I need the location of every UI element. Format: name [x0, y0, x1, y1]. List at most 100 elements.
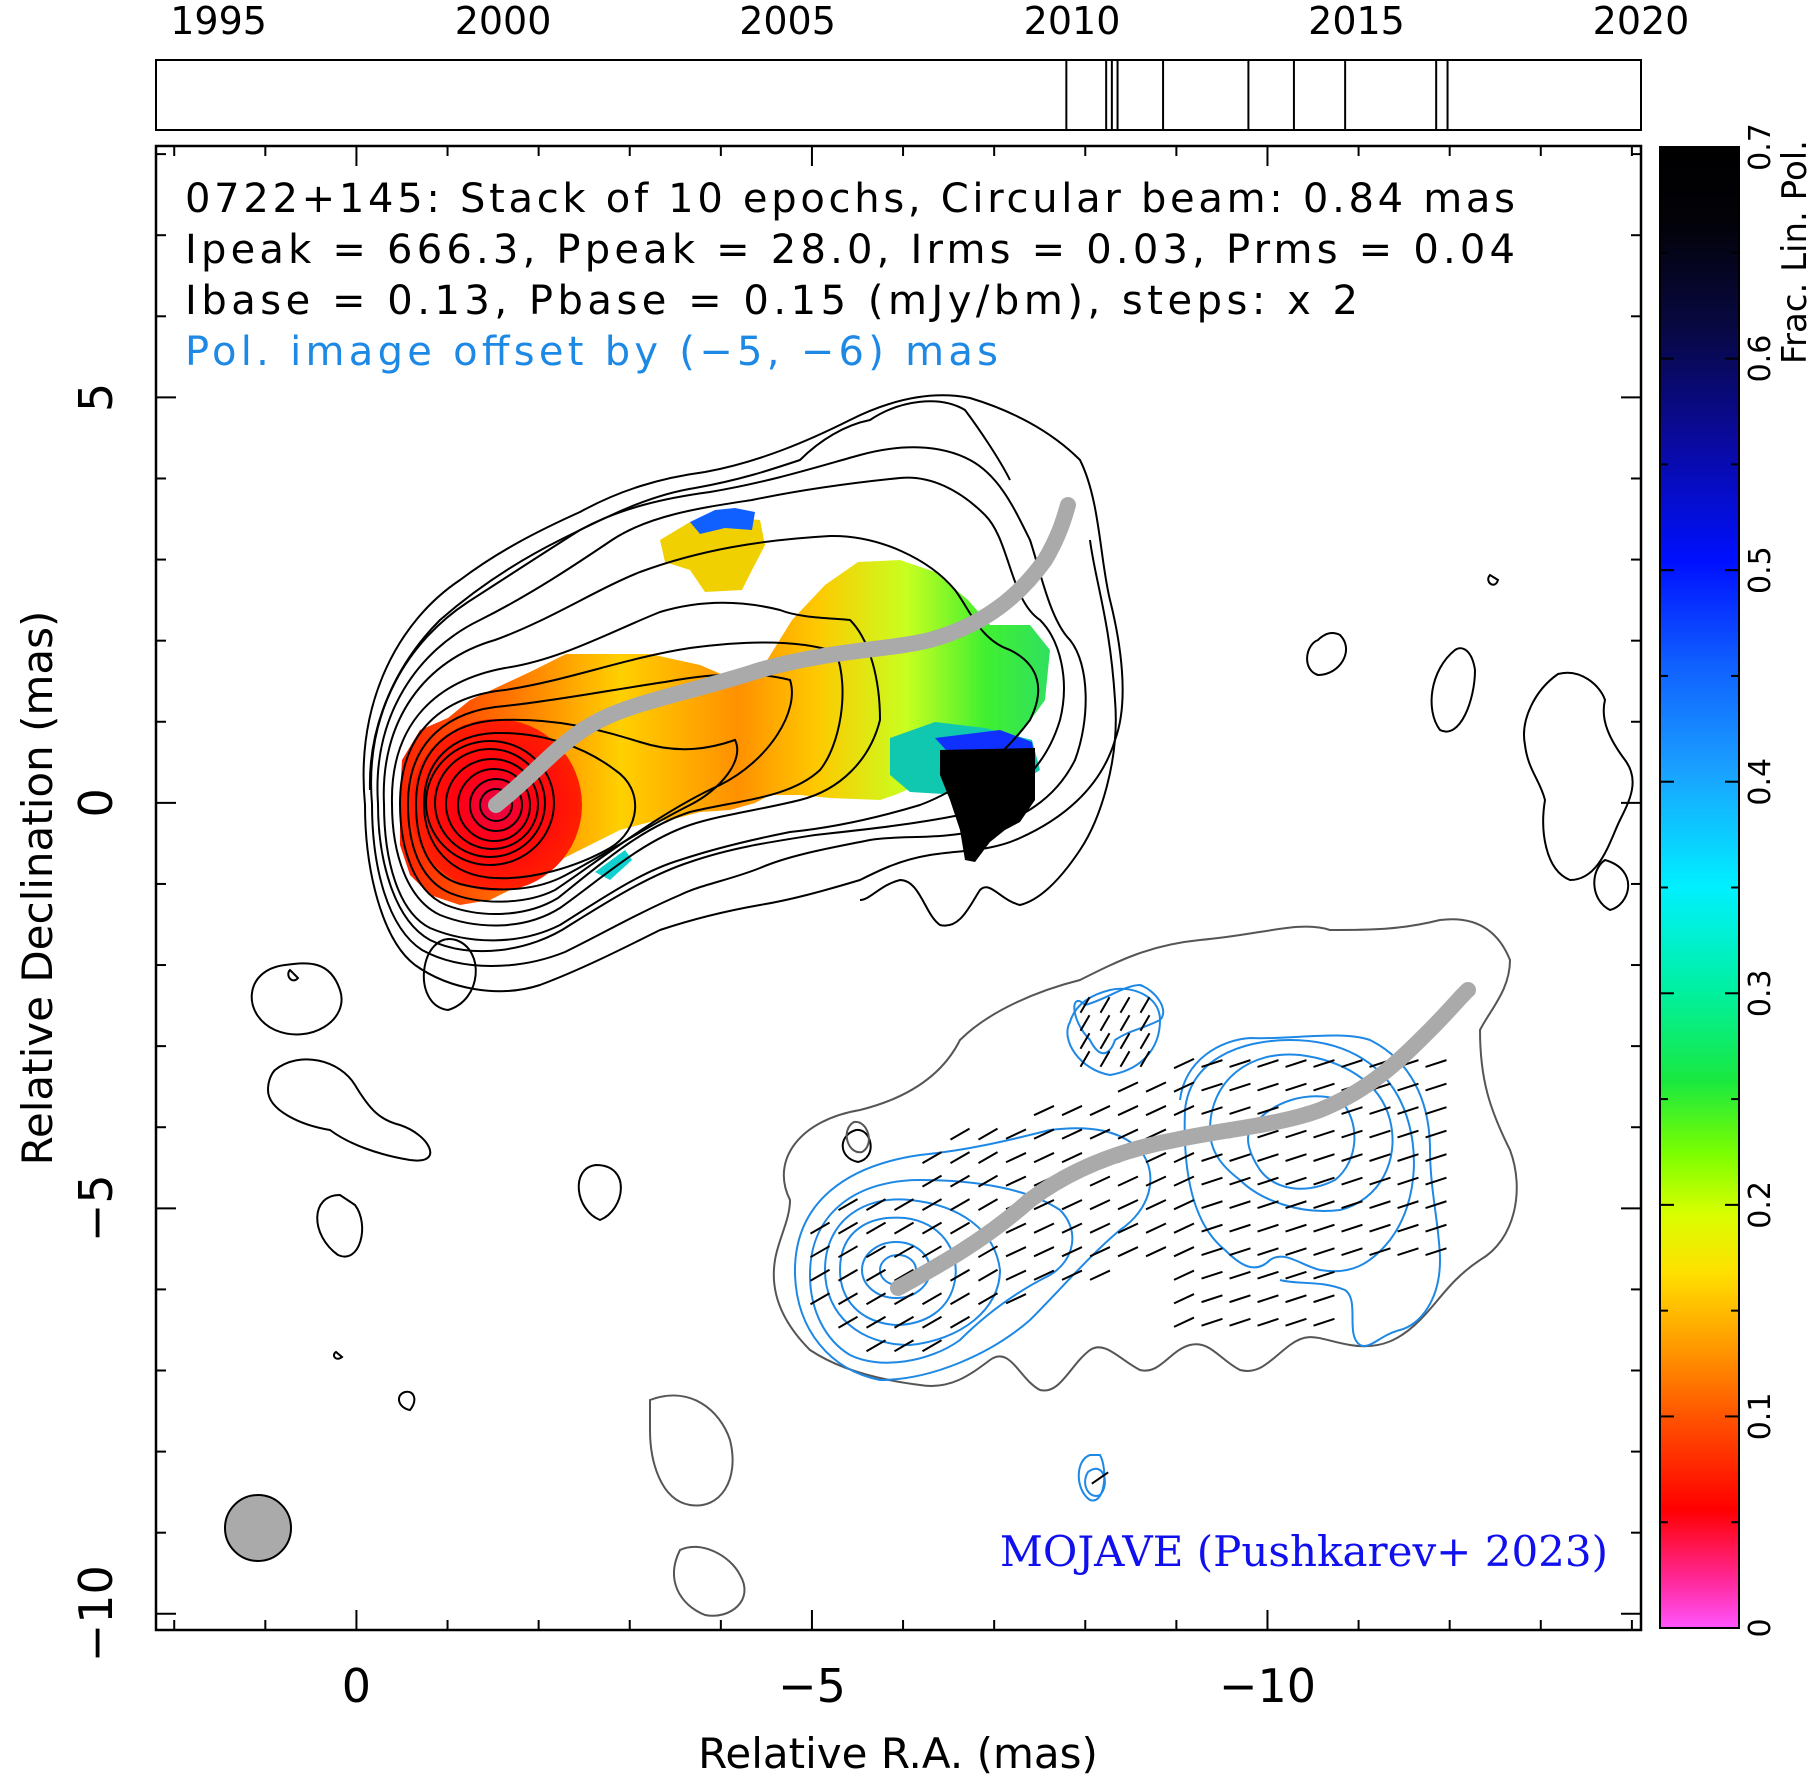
evpa-tick	[1173, 1081, 1195, 1093]
evpa-tick	[1117, 1128, 1139, 1140]
evpa-tick	[977, 1292, 999, 1306]
evpa-tick	[977, 1268, 999, 1282]
evpa-tick	[1425, 1200, 1447, 1209]
evpa-tick	[977, 1198, 999, 1212]
evpa-tick	[1033, 1199, 1055, 1211]
evpa-tick	[1425, 1129, 1447, 1139]
evpa-tick	[949, 1315, 971, 1329]
evpa-tick	[949, 1151, 971, 1164]
evpa-tick	[1145, 1222, 1167, 1234]
evpa-tick	[1201, 1106, 1223, 1115]
evpa-tick	[1005, 1246, 1027, 1258]
evpa-tick	[1201, 1294, 1223, 1304]
evpa-tick	[865, 1339, 887, 1353]
evpa-tick	[1313, 1247, 1335, 1257]
beam-ellipse	[224, 1494, 292, 1562]
evpa-tick	[1285, 1176, 1307, 1186]
evpa-tick	[1397, 1176, 1419, 1186]
evpa-tick	[1285, 1223, 1307, 1233]
evpa-tick	[1257, 1270, 1279, 1280]
evpa-tick	[1397, 1153, 1419, 1162]
timeline-tick-label: 2010	[1024, 0, 1121, 43]
evpa-tick	[1201, 1176, 1223, 1186]
evpa-tick	[1229, 1294, 1251, 1304]
evpa-tick	[1119, 996, 1131, 1014]
colorbar-tick-label: 0.2	[1743, 1181, 1778, 1229]
evpa-tick	[1089, 1269, 1111, 1281]
x-tick-labels: 0 −5 −10	[342, 1659, 1316, 1713]
evpa-tick	[837, 1315, 859, 1329]
evpa-tick	[1201, 1317, 1223, 1327]
evpa-tick	[1257, 1082, 1279, 1092]
credit-label: MOJAVE (Pushkarev+ 2023)	[1000, 1527, 1608, 1576]
evpa-tick	[1117, 1222, 1139, 1234]
evpa-tick	[1313, 1223, 1335, 1233]
evpa-tick	[837, 1221, 859, 1235]
evpa-tick	[893, 1245, 915, 1259]
colorbar: 0 0.1 0.2 0.3 0.4 0.5 0.6 0.7 Frac. Lin. Pol.	[1659, 123, 1815, 1638]
timeline-ticks: 1995 2000 2005 2010 2015 2020	[170, 0, 1689, 43]
evpa-tick	[865, 1268, 887, 1282]
evpa-tick	[1061, 1222, 1083, 1234]
evpa-tick	[893, 1268, 915, 1282]
evpa-tick	[1145, 1081, 1167, 1093]
evpa-tick	[949, 1292, 971, 1306]
evpa-tick	[1145, 1175, 1167, 1187]
evpa-tick	[1229, 1153, 1251, 1162]
evpa-tick	[893, 1292, 915, 1306]
colorbar-tick-label: 0.6	[1743, 335, 1778, 383]
x-tick-label: −10	[1219, 1659, 1316, 1713]
evpa-tick	[1229, 1200, 1251, 1209]
evpa-tick	[1173, 1293, 1195, 1305]
evpa-tick	[1229, 1176, 1251, 1186]
evpa-tick	[1117, 1081, 1139, 1093]
timeline-tick-label: 2000	[455, 0, 552, 43]
annotation-line-2: Ipeak = 666.3, Ppeak = 28.0, Irms = 0.03…	[185, 227, 1515, 273]
evpa-tick	[1079, 1032, 1091, 1050]
evpa-tick	[865, 1292, 887, 1306]
evpa-tick	[893, 1221, 915, 1235]
evpa-tick	[893, 1339, 915, 1353]
evpa-tick	[1173, 1057, 1195, 1070]
evpa-tick	[949, 1174, 971, 1188]
evpa-tick	[1033, 1105, 1055, 1117]
evpa-tick	[1313, 1082, 1335, 1092]
evpa-tick	[1089, 1175, 1111, 1187]
evpa-tick	[1173, 1105, 1195, 1117]
y-axis-label: Relative Declination (mas)	[13, 611, 62, 1166]
evpa-tick	[1425, 1059, 1447, 1068]
evpa-tick	[949, 1127, 971, 1141]
timeline-tick-label: 2015	[1308, 0, 1405, 43]
evpa-tick	[1099, 1014, 1111, 1032]
evpa-tick	[1313, 1059, 1335, 1068]
x-tick-label: −5	[778, 1659, 846, 1713]
colorbar-tick-label: 0.5	[1743, 546, 1778, 594]
evpa-tick	[1257, 1106, 1279, 1115]
evpa-tick	[1061, 1105, 1083, 1117]
evpa-tick	[1173, 1222, 1195, 1234]
evpa-tick	[1117, 1246, 1139, 1258]
colorbar-tick-label: 0.1	[1743, 1393, 1778, 1441]
evpa-tick	[1089, 1128, 1111, 1140]
evpa-tick	[1397, 1106, 1419, 1115]
evpa-tick	[1139, 1032, 1151, 1050]
evpa-tick	[921, 1245, 943, 1259]
evpa-tick	[1005, 1128, 1027, 1140]
evpa-tick	[865, 1315, 887, 1329]
colorbar-tick-label: 0.7	[1743, 123, 1778, 171]
evpa-tick	[1089, 1199, 1111, 1211]
x-axis-label: Relative R.A. (mas)	[698, 1729, 1098, 1778]
evpa-tick	[1285, 1059, 1307, 1068]
evpa-tick	[1257, 1059, 1279, 1068]
colorbar-tick-labels: 0 0.1 0.2 0.3 0.4 0.5 0.6 0.7	[1743, 123, 1778, 1637]
evpa-tick	[921, 1151, 943, 1164]
evpa-tick	[1099, 996, 1111, 1014]
evpa-tick	[1173, 1316, 1195, 1328]
offset-intensity-contours	[649, 918, 1518, 1617]
evpa-tick	[1341, 1176, 1363, 1186]
ridge-line-upper	[488, 497, 1076, 813]
evpa-tick	[1313, 1294, 1335, 1304]
evpa-tick	[921, 1221, 943, 1235]
annotation-block: 0722+145: Stack of 10 epochs, Circular b…	[185, 176, 1515, 375]
